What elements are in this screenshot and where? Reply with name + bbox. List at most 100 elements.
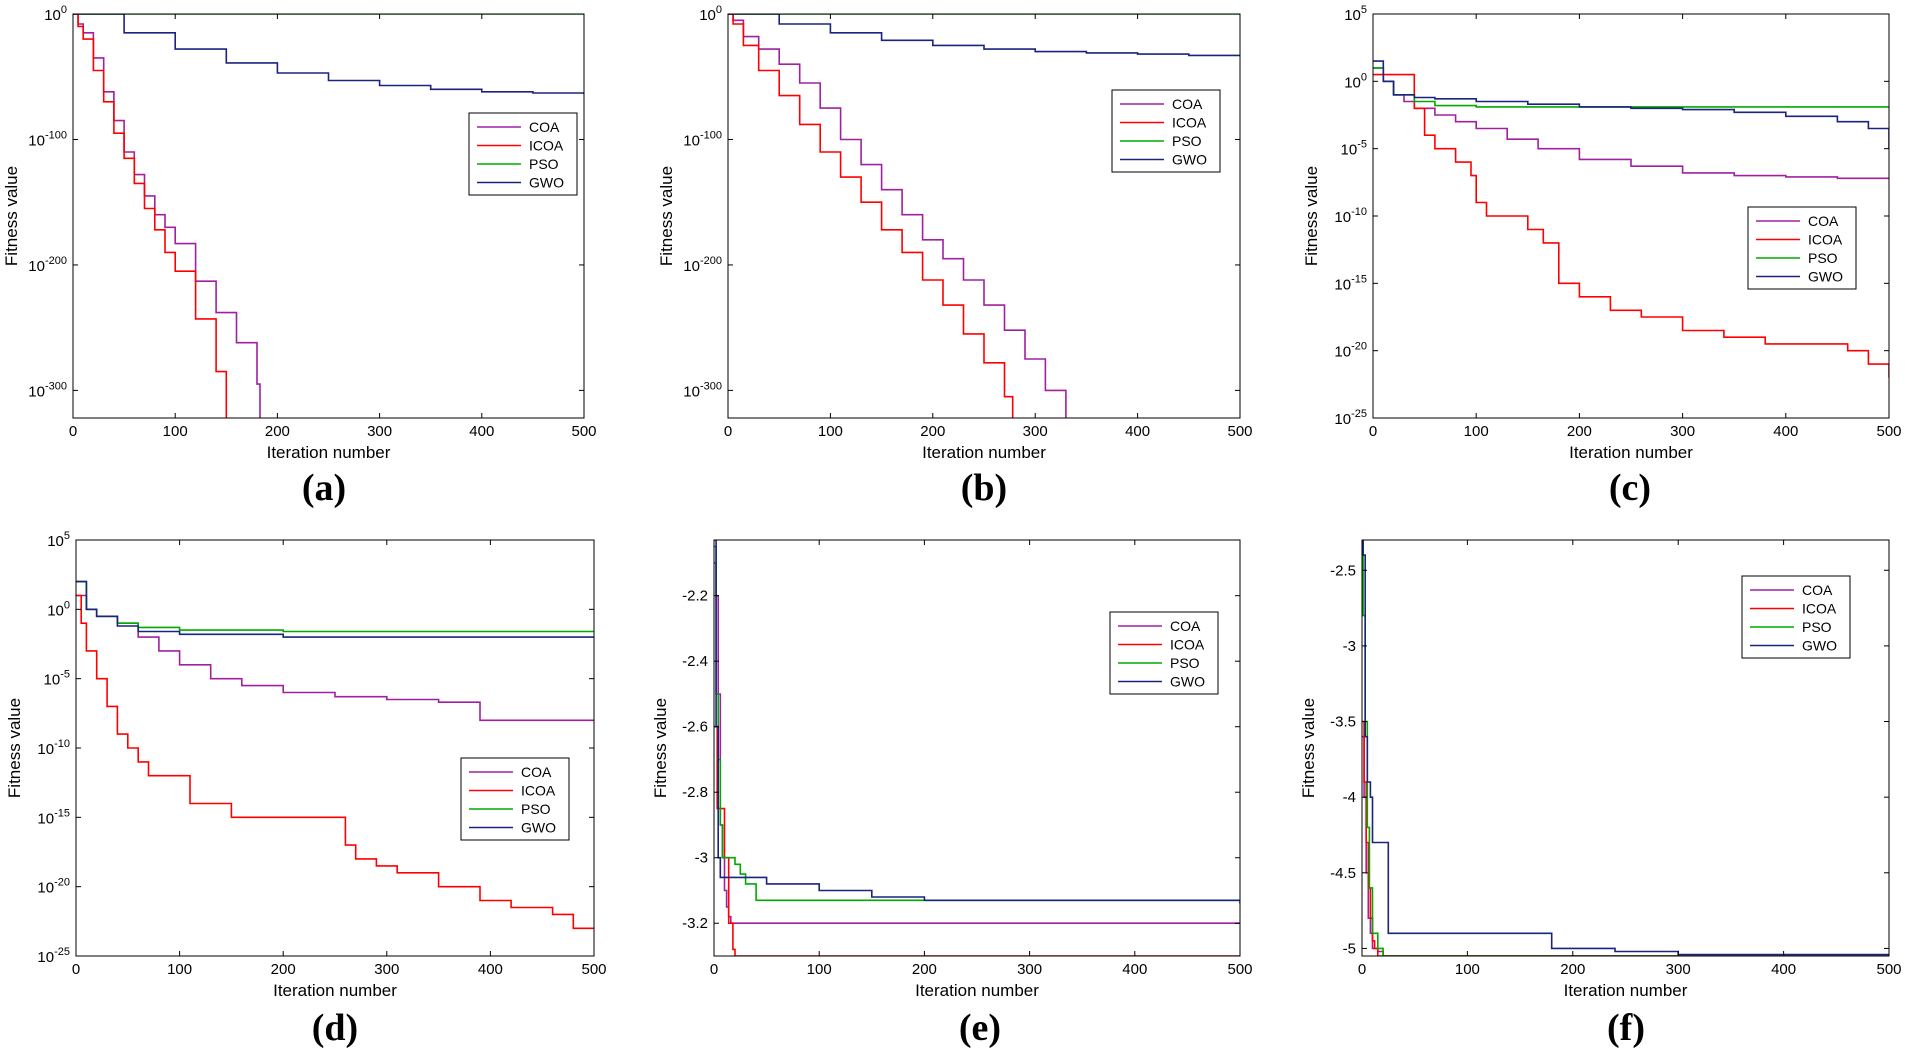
legend-entry: PSO [1808,250,1838,266]
plot-frame [727,13,1241,419]
y-tick-label: 100 [44,4,67,24]
x-tick-label: 300 [374,961,399,978]
panel-label: (d) [312,1007,358,1049]
legend-entry: GWO [529,175,564,191]
x-tick-label: 200 [1567,423,1592,440]
legend: COA ICOA PSO GWO [1741,575,1851,659]
legend: COA ICOA PSO GWO [1111,89,1221,173]
legend-entry: ICOA [1802,601,1837,617]
y-axis-label: Fitness value [657,166,676,266]
legend-entry: PSO [1170,655,1200,671]
y-tick-exponent: -10 [54,738,70,750]
x-axis-label: Iteration number [915,981,1039,1000]
y-tick-label: -4 [1343,789,1356,806]
legend-entry: ICOA [1808,232,1843,248]
series-line-icoa [1362,720,1889,956]
legend-entry: GWO [1802,638,1837,654]
y-axis-label: Fitness value [651,698,670,798]
x-tick-label: 500 [571,423,596,440]
y-axis-label: Fitness value [1299,698,1318,798]
y-tick-label: -2.8 [682,784,708,801]
y-tick-exponent: -100 [700,129,722,141]
y-tick-label: 10-5 [1341,139,1367,159]
panel-c: 0 100 200 300 400 50010510010-510-1010-1510-2… [1302,4,1902,509]
y-tick-exponent: -25 [54,946,70,958]
y-tick-label: -2.4 [682,653,708,670]
x-tick-label: 100 [1464,423,1489,440]
series-line-pso [76,580,594,633]
y-axis-label: Fitness value [1302,166,1321,266]
series-line-icoa [76,594,594,930]
y-tick-exponent: 5 [64,530,70,542]
x-tick-label: 400 [1771,961,1796,978]
y-tick-exponent: -100 [45,129,67,141]
y-tick-label: -2.5 [1330,562,1356,579]
panel-a: 0 100 200 300 400 50010010-10010-20010-300Ite… [2,4,597,509]
y-tick-label: 10-25 [37,946,70,966]
legend-entry: GWO [1170,674,1205,690]
x-tick-label: 400 [1773,423,1798,440]
y-tick-label: 10-25 [1334,408,1367,428]
legend-entry: COA [1808,213,1839,229]
legend: COA ICOA PSO GWO [1109,611,1219,695]
y-tick-label: 100 [699,4,722,24]
series-line-gwo [714,540,1240,904]
y-tick-exponent: -200 [45,255,67,267]
x-axis-label: Iteration number [1569,443,1693,462]
series-line-pso [1373,67,1889,108]
legend: COA ICOA PSO GWO [460,757,570,841]
x-tick-label: 100 [167,961,192,978]
legend-entry: COA [521,764,552,780]
x-tick-label: 400 [469,423,494,440]
series-line-pso [714,545,1240,902]
y-tick-exponent: -200 [700,255,722,267]
x-tick-label: 500 [1876,961,1901,978]
x-tick-label: 400 [1122,961,1147,978]
y-tick-exponent: 0 [61,4,67,16]
x-tick-label: 500 [1227,423,1252,440]
panel-label: (c) [1609,467,1651,509]
y-tick-label: -5 [1343,940,1356,957]
y-tick-label: 10-300 [28,380,67,400]
legend: COA ICOA PSO GWO [468,112,578,196]
legend-entry: ICOA [521,783,556,799]
y-tick-label: -3.2 [682,915,708,932]
y-tick-exponent: 5 [1361,4,1367,16]
y-axis-label: Fitness value [2,166,21,266]
y-tick-exponent: -300 [700,380,722,392]
x-tick-label: 400 [1125,423,1150,440]
legend-entry: ICOA [529,138,564,154]
y-tick-label: -3 [1343,638,1356,655]
x-tick-label: 0 [724,423,732,440]
plot-frame [713,539,1241,957]
y-tick-exponent: 0 [64,599,70,611]
y-tick-label: 10-15 [37,807,70,827]
x-tick-label: 300 [1670,423,1695,440]
x-tick-label: 500 [1876,423,1901,440]
legend-entry: ICOA [1170,637,1205,653]
legend-entry: GWO [521,820,556,836]
x-axis-label: Iteration number [273,981,397,1000]
panel-label: (b) [961,467,1007,509]
y-tick-label: 10-100 [683,129,722,149]
x-tick-label: 500 [581,961,606,978]
legend-entry: COA [1172,96,1203,112]
y-tick-label: -2.6 [682,719,708,736]
y-tick-label: 105 [47,530,70,550]
panel-f: 0 100 200 300 400 500 -2.5 -3 -3.5 -4 -4.5 -5 Iterat… [1299,539,1902,1049]
legend-entry: PSO [1802,619,1832,635]
x-tick-label: 200 [912,961,937,978]
legend-entry: COA [1170,618,1201,634]
x-tick-label: 300 [1017,961,1042,978]
y-tick-label: 10-20 [37,877,70,897]
panel-e: 0 100 200 300 400 500 -2.2 -2.4 -2.6 -2.8 -3 -3.2 It… [651,539,1253,1049]
x-tick-label: 300 [1023,423,1048,440]
y-tick-label: 100 [1344,71,1367,91]
plot-frame [75,539,595,957]
x-tick-label: 200 [271,961,296,978]
x-tick-label: 0 [710,961,718,978]
series-line-icoa [728,14,1014,418]
legend-entry: GWO [1808,269,1843,285]
series-line-coa [1373,67,1889,180]
